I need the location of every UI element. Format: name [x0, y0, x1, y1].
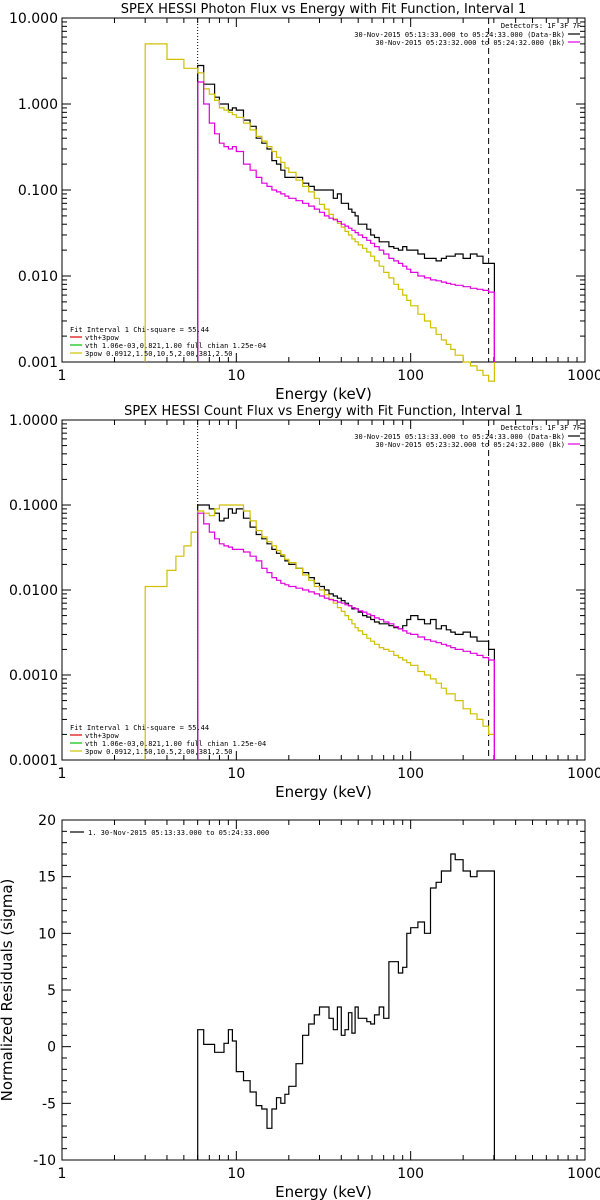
y-tick-label: -5 — [42, 1096, 56, 1112]
x-tick-label: 1 — [58, 1166, 67, 1182]
x-tick-label: 100 — [397, 368, 424, 384]
legend-right-item: 30-Nov-2015 05:13:33.000 to 05:24:33.000… — [354, 31, 565, 39]
x-tick-label: 10 — [227, 368, 245, 384]
y-tick-label: 10 — [38, 926, 56, 942]
y-tick-label: 10.000 — [9, 11, 58, 27]
legend-item: 1. 30-Nov-2015 05:13:33.000 to 05:24:33.… — [88, 829, 269, 837]
legend-left-item: 3pow 0.0912,1.50,10.5,2.00,381,2.50 — [85, 748, 233, 756]
series-model — [144, 504, 495, 760]
y-tick-label: 15 — [38, 870, 56, 886]
y-tick-label: -10 — [33, 1153, 56, 1169]
x-tick-label: 1 — [58, 368, 67, 384]
x-tick-label: 1000 — [567, 766, 600, 782]
x-tick-label: 1 — [58, 766, 67, 782]
series-1. 30-Nov-2015 05:13:33.000 to 05:24:33.000 — [197, 853, 495, 1160]
legend-left-header: Fit Interval 1 Chi-square = 55.44 — [70, 326, 209, 334]
legend-left-item: vth+3pow — [85, 732, 120, 740]
x-tick-label: 10 — [227, 1166, 245, 1182]
series-line — [197, 64, 495, 362]
x-axis-label: Energy (keV) — [275, 783, 372, 801]
legend-left-item: vth 1.06e-03,0.821,1.00 full chian 1.25e… — [85, 740, 266, 748]
x-axis-label: Energy (keV) — [275, 1183, 372, 1200]
y-tick-label: 5 — [47, 983, 56, 999]
series-model — [144, 43, 495, 382]
y-tick-label: 0 — [47, 1040, 56, 1056]
legend-right-header: Detectors: 1F 3F 7F — [501, 424, 581, 432]
y-tick-label: 0.0001 — [9, 753, 58, 769]
legend-right-item: 30-Nov-2015 05:23:32.000 to 05:24:32.000… — [375, 441, 565, 449]
x-tick-label: 1000 — [567, 368, 600, 384]
series-bk — [197, 81, 495, 362]
series-line — [197, 853, 495, 1160]
x-tick-label: 1000 — [567, 1166, 600, 1182]
series-line — [144, 504, 495, 760]
y-tick-label: 0.0010 — [9, 668, 58, 684]
y-tick-label: 0.1000 — [9, 498, 58, 514]
series-line — [197, 504, 495, 760]
x-tick-label: 100 — [397, 766, 424, 782]
x-tick-label: 10 — [227, 766, 245, 782]
series-bk — [197, 512, 495, 760]
legend-right-item: 30-Nov-2015 05:13:33.000 to 05:24:33.000… — [354, 433, 565, 441]
legend-left-item: vth 1.06e-03,0.821,1.00 full chian 1.25e… — [85, 342, 266, 350]
chart-title: SPEX HESSI Photon Flux vs Energy with Fi… — [121, 2, 527, 17]
y-tick-label: 0.010 — [18, 269, 58, 285]
y-tick-label: 20 — [38, 813, 56, 829]
plot-frame — [61, 819, 586, 1161]
chart-panel-3: 1 10 100 1000 -10 -5 0 5 10 15 20 Energy (keV) Norma… — [0, 813, 600, 1200]
chart-title: SPEX HESSI Count Flux vs Energy with Fit… — [124, 404, 523, 419]
y-axis-label: Normalized Residuals (sigma) — [0, 879, 16, 1102]
y-tick-label: 1.000 — [18, 97, 58, 113]
series-data-bk — [197, 64, 495, 362]
y-tick-label: 0.001 — [18, 355, 58, 371]
y-tick-label: 1.0000 — [9, 413, 58, 429]
x-tick-label: 100 — [397, 1166, 424, 1182]
y-tick-label: 0.0100 — [9, 583, 58, 599]
legend-left-item: 3pow 0.0912,1.50,10.5,2.00,381,2.50 — [85, 350, 233, 358]
legend-left-header: Fit Interval 1 Chi-square = 55.44 — [70, 724, 209, 732]
series-line — [197, 512, 495, 760]
chart-panel-2: SPEX HESSI Count Flux vs Energy with Fit… — [9, 404, 600, 801]
series-data-bk — [197, 504, 495, 760]
x-axis-label: Energy (keV) — [275, 385, 372, 403]
legend-right-header: Detectors: 1F 3F 7F — [501, 22, 581, 30]
legend-left-item: vth+3pow — [85, 334, 120, 342]
y-tick-label: 0.100 — [18, 183, 58, 199]
chart-panel-1: SPEX HESSI Photon Flux vs Energy with Fi… — [9, 2, 600, 403]
series-line — [197, 81, 495, 362]
legend-right-item: 30-Nov-2015 05:23:32.000 to 05:24:32.000… — [375, 39, 565, 47]
